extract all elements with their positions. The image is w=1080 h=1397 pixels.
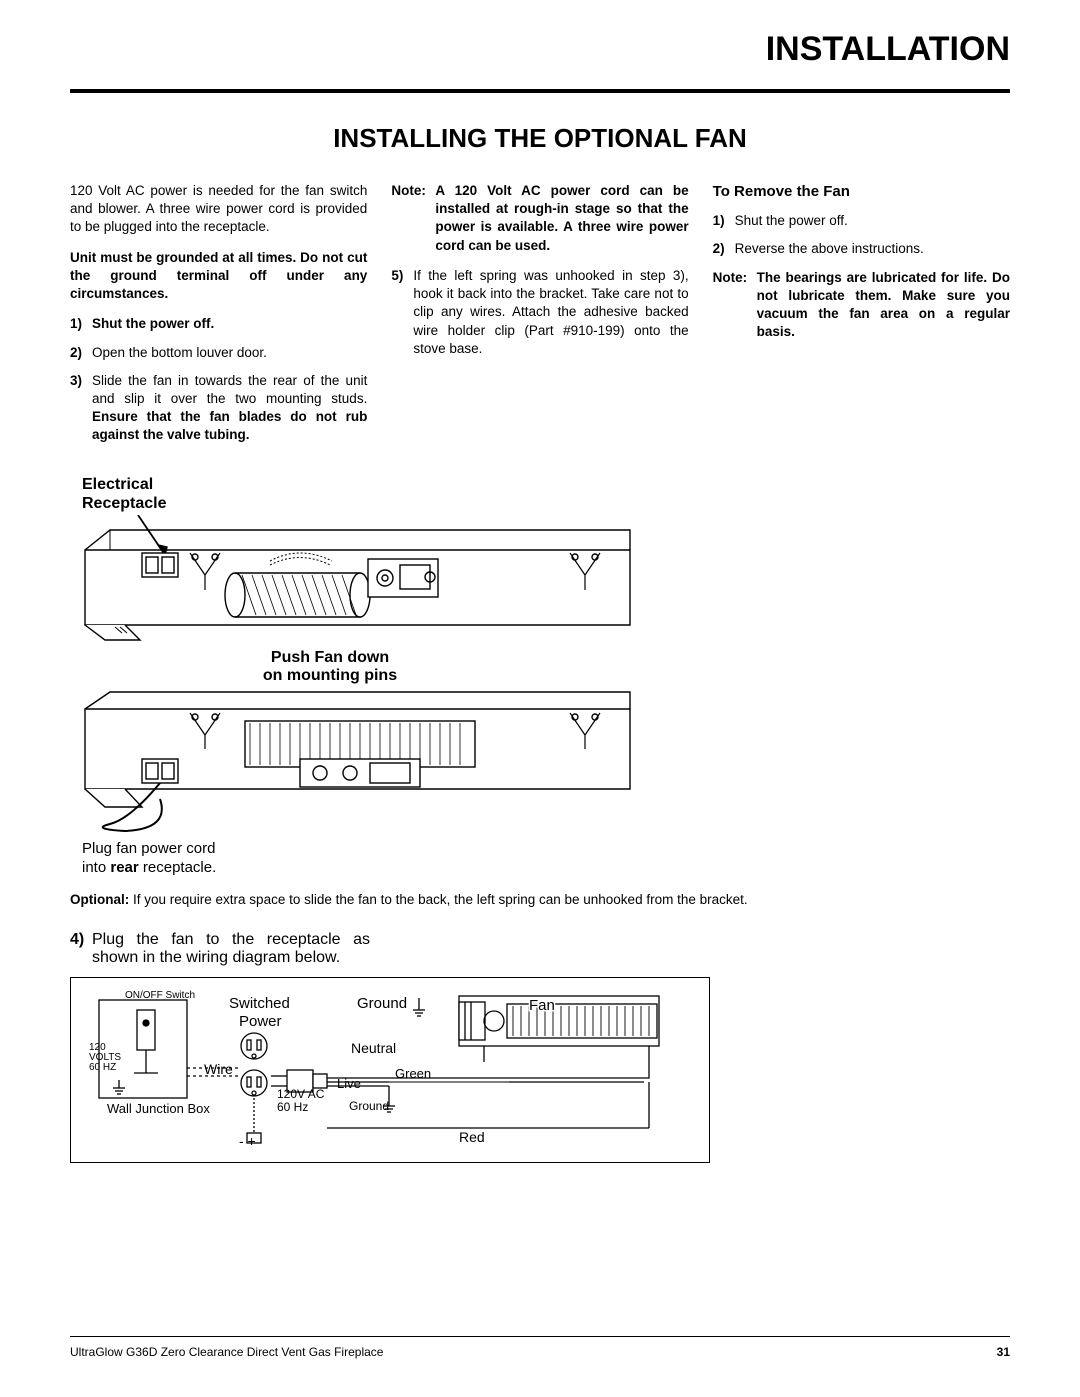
fan-diagram-lower — [70, 689, 650, 834]
footer-page-number: 31 — [997, 1345, 1010, 1359]
label-onoff: ON/OFF Switch — [125, 990, 195, 1001]
note-label: Note: — [391, 182, 435, 255]
fan-diagram-region: Electrical Receptacle — [70, 475, 1010, 878]
step-num: 4) — [70, 931, 92, 967]
step-text: Shut the power off. — [92, 315, 367, 333]
column-3: To Remove the Fan 1) Shut the power off.… — [713, 182, 1010, 455]
label-ground-low: Ground — [349, 1099, 389, 1113]
step-5: 5) If the left spring was unhooked in st… — [391, 267, 688, 358]
column-1: 120 Volt AC power is needed for the fan … — [70, 182, 367, 455]
label-switched2: Power — [239, 1013, 282, 1030]
col2-note: Note: A 120 Volt AC power cord can be in… — [391, 182, 688, 255]
label-neutral: Neutral — [351, 1040, 396, 1056]
wiring-diagram: ON/OFF Switch 120 VOLTS 60 HZ Wall Junct… — [89, 988, 689, 1148]
label-switched1: Switched — [229, 995, 290, 1012]
optional-note: Optional: If you require extra space to … — [70, 892, 1010, 907]
footer-product: UltraGlow G36D Zero Clearance Direct Ven… — [70, 1345, 383, 1359]
column-2: Note: A 120 Volt AC power cord can be in… — [391, 182, 688, 455]
label-volts3: 60 HZ — [89, 1062, 116, 1073]
label-live: Live — [337, 1076, 361, 1091]
step-text: Shut the power off. — [735, 212, 1010, 230]
step-1: 1) Shut the power off. — [70, 315, 367, 333]
diagram-label-push-fan: Push Fan down on mounting pins — [200, 649, 460, 685]
col1-steps: 1) Shut the power off. 2) Open the botto… — [70, 315, 367, 444]
label-fan: Fan — [529, 997, 555, 1014]
step-3: 3) Slide the fan in towards the rear of … — [70, 372, 367, 445]
label-red: Red — [459, 1129, 485, 1145]
step-text: Open the bottom louver door. — [92, 344, 367, 362]
page-header-title: INSTALLATION — [70, 30, 1010, 69]
step-2: 2) Open the bottom louver door. — [70, 344, 367, 362]
col3-note: Note: The bearings are lubricated for li… — [713, 269, 1010, 342]
fan-diagram-upper — [70, 515, 650, 645]
label-ac2: 60 Hz — [277, 1100, 308, 1114]
diagram-label-electrical: Electrical Receptacle — [82, 475, 1010, 513]
wiring-diagram-box: ON/OFF Switch 120 VOLTS 60 HZ Wall Junct… — [70, 977, 710, 1163]
page-footer: UltraGlow G36D Zero Clearance Direct Ven… — [70, 1336, 1010, 1359]
remove-step-1: 1) Shut the power off. — [713, 212, 1010, 230]
remove-step-2: 2) Reverse the above instructions. — [713, 240, 1010, 258]
note-body: The bearings are lubricated for life. Do… — [757, 269, 1010, 342]
step-text: Plug the fan to the receptacle as shown … — [92, 931, 370, 967]
label-green: Green — [395, 1066, 431, 1081]
col3-steps: 1) Shut the power off. 2) Reverse the ab… — [713, 212, 1010, 258]
label-wire: Wire — [204, 1061, 233, 1077]
step-num: 3) — [70, 372, 92, 445]
step-num: 1) — [713, 212, 735, 230]
header-rule — [70, 89, 1010, 93]
col1-warning: Unit must be grounded at all times. Do n… — [70, 249, 367, 304]
label-ground-top: Ground — [357, 995, 407, 1012]
col1-intro: 120 Volt AC power is needed for the fan … — [70, 182, 367, 237]
body-columns: 120 Volt AC power is needed for the fan … — [70, 182, 1010, 455]
label-wall: Wall Junction Box — [107, 1101, 210, 1116]
step-text: Slide the fan in towards the rear of the… — [92, 372, 367, 445]
svg-text:- +: - + — [239, 1133, 256, 1148]
step-4-list: 4) Plug the fan to the receptacle as sho… — [70, 931, 370, 967]
step-text: If the left spring was unhooked in step … — [413, 267, 688, 358]
step-4: 4) Plug the fan to the receptacle as sho… — [70, 931, 370, 967]
note-label: Note: — [713, 269, 757, 342]
step-num: 5) — [391, 267, 413, 358]
label-ac1: 120V AC — [277, 1087, 325, 1101]
col2-steps: 5) If the left spring was unhooked in st… — [391, 267, 688, 358]
note-body: A 120 Volt AC power cord can be installe… — [435, 182, 688, 255]
step-num: 2) — [70, 344, 92, 362]
step-text: Reverse the above instructions. — [735, 240, 1010, 258]
step-num: 1) — [70, 315, 92, 333]
section-title: INSTALLING THE OPTIONAL FAN — [70, 123, 1010, 154]
diagram-plug-caption: Plug fan power cord into rear receptacle… — [82, 840, 1010, 878]
col3-subhead: To Remove the Fan — [713, 182, 1010, 202]
step-num: 2) — [713, 240, 735, 258]
